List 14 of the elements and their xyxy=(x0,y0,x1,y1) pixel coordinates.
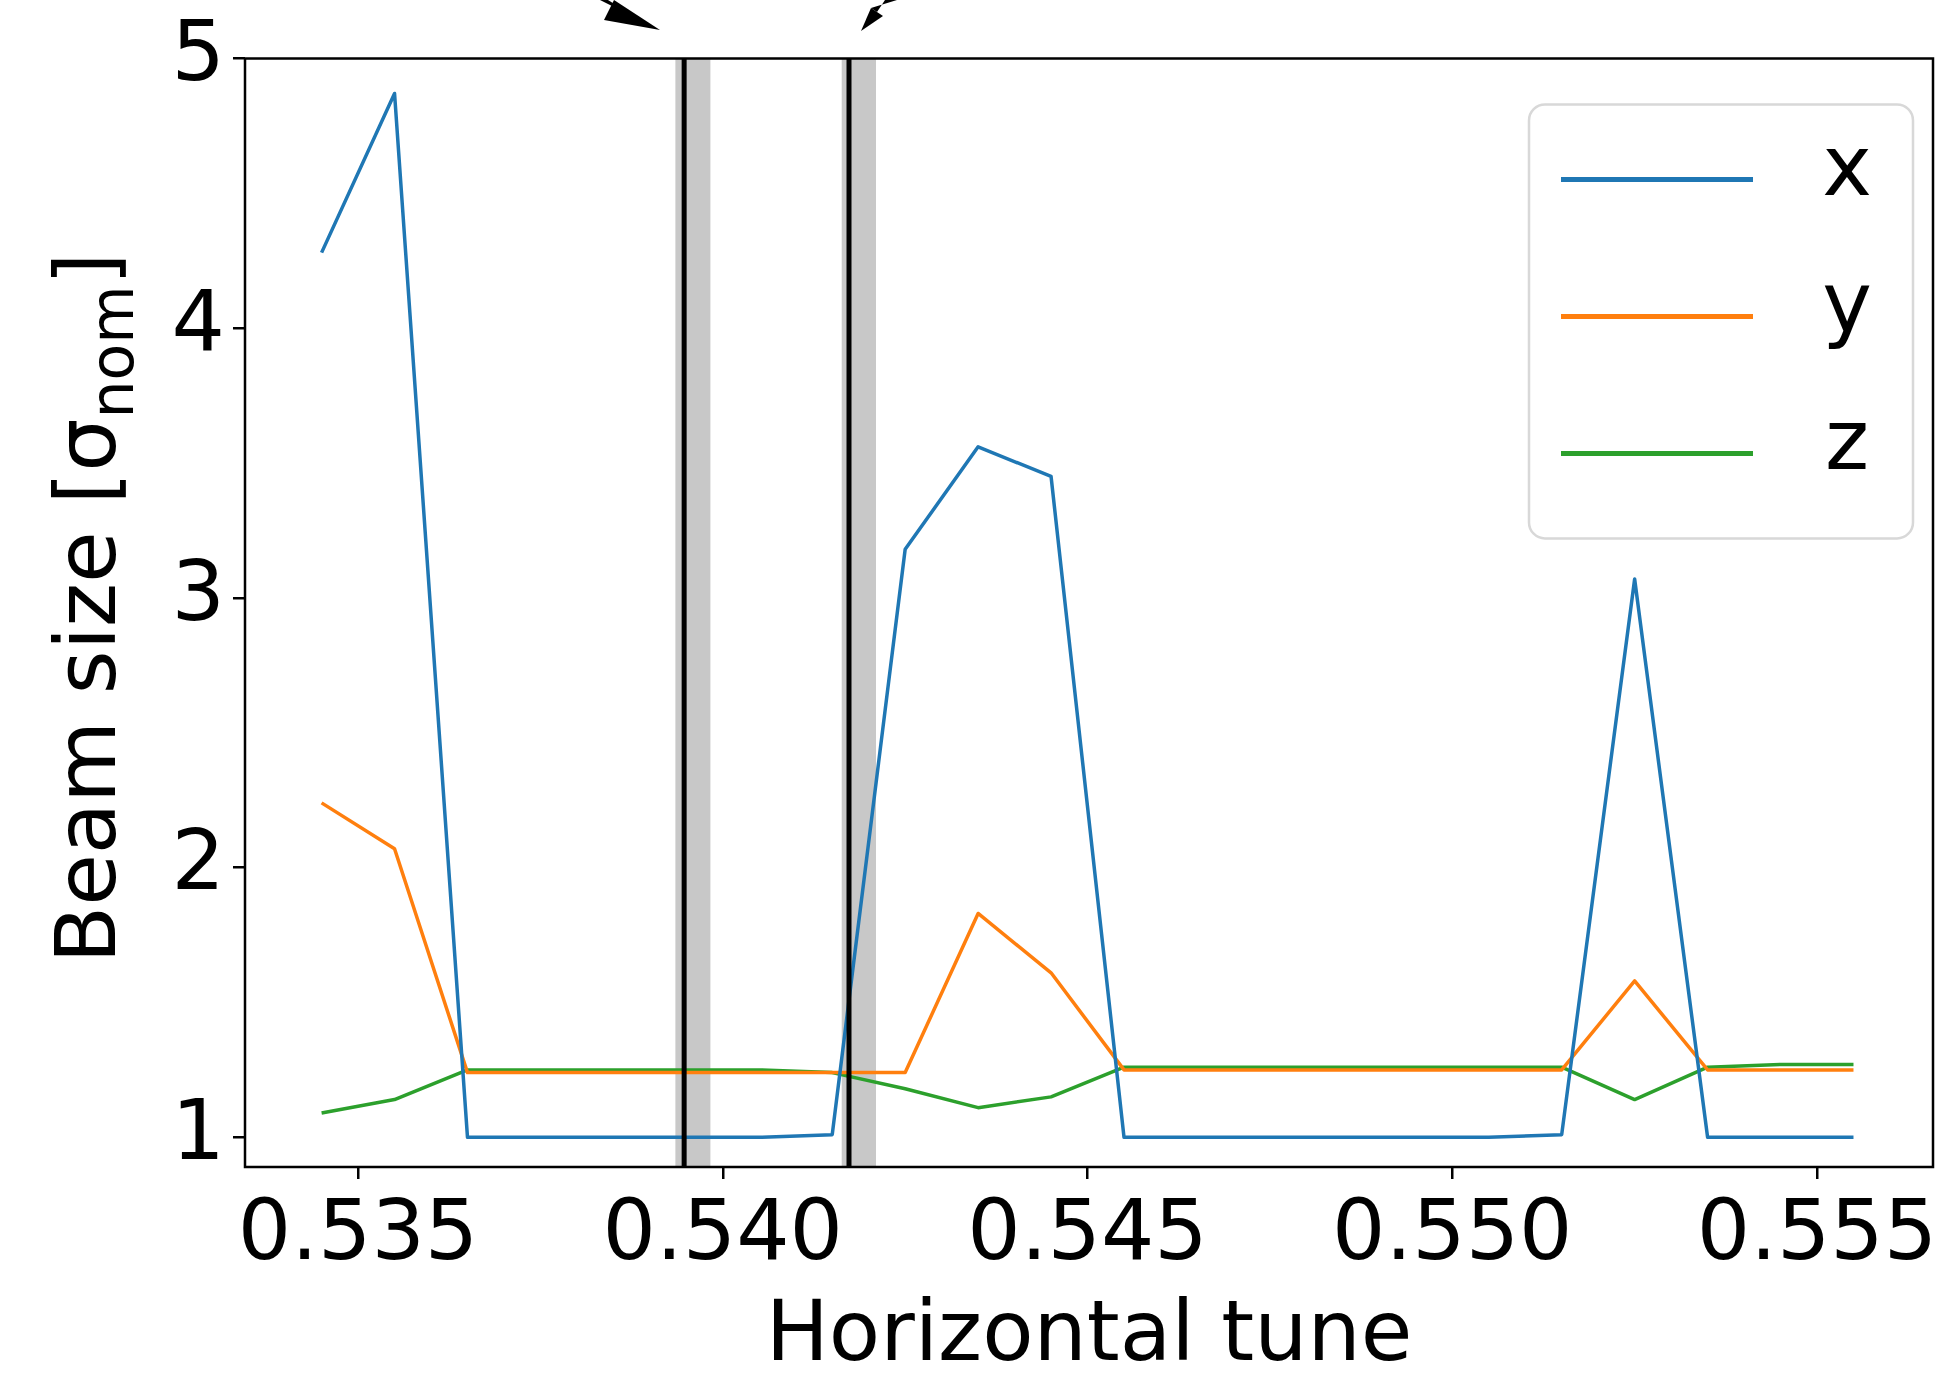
x-tick-label: 0.540 xyxy=(602,1181,844,1280)
legend-label: y xyxy=(1822,254,1872,353)
y-tick-label: 5 xyxy=(171,2,225,101)
legend-label: x xyxy=(1822,117,1872,216)
x-tick-label: 0.545 xyxy=(967,1181,1208,1280)
y-tick-label: 1 xyxy=(171,1081,225,1180)
y-tick-label: 2 xyxy=(171,811,225,910)
x-tick-label: 0.550 xyxy=(1332,1181,1573,1280)
y-tick-label: 3 xyxy=(171,541,225,640)
x-axis-title: Horizontal tune xyxy=(765,1282,1413,1381)
x-tick-label: 0.555 xyxy=(1696,1181,1938,1280)
y-tick-label: 4 xyxy=(171,271,225,370)
legend-label: z xyxy=(1824,391,1870,490)
x-tick-label: 0.535 xyxy=(237,1181,479,1280)
